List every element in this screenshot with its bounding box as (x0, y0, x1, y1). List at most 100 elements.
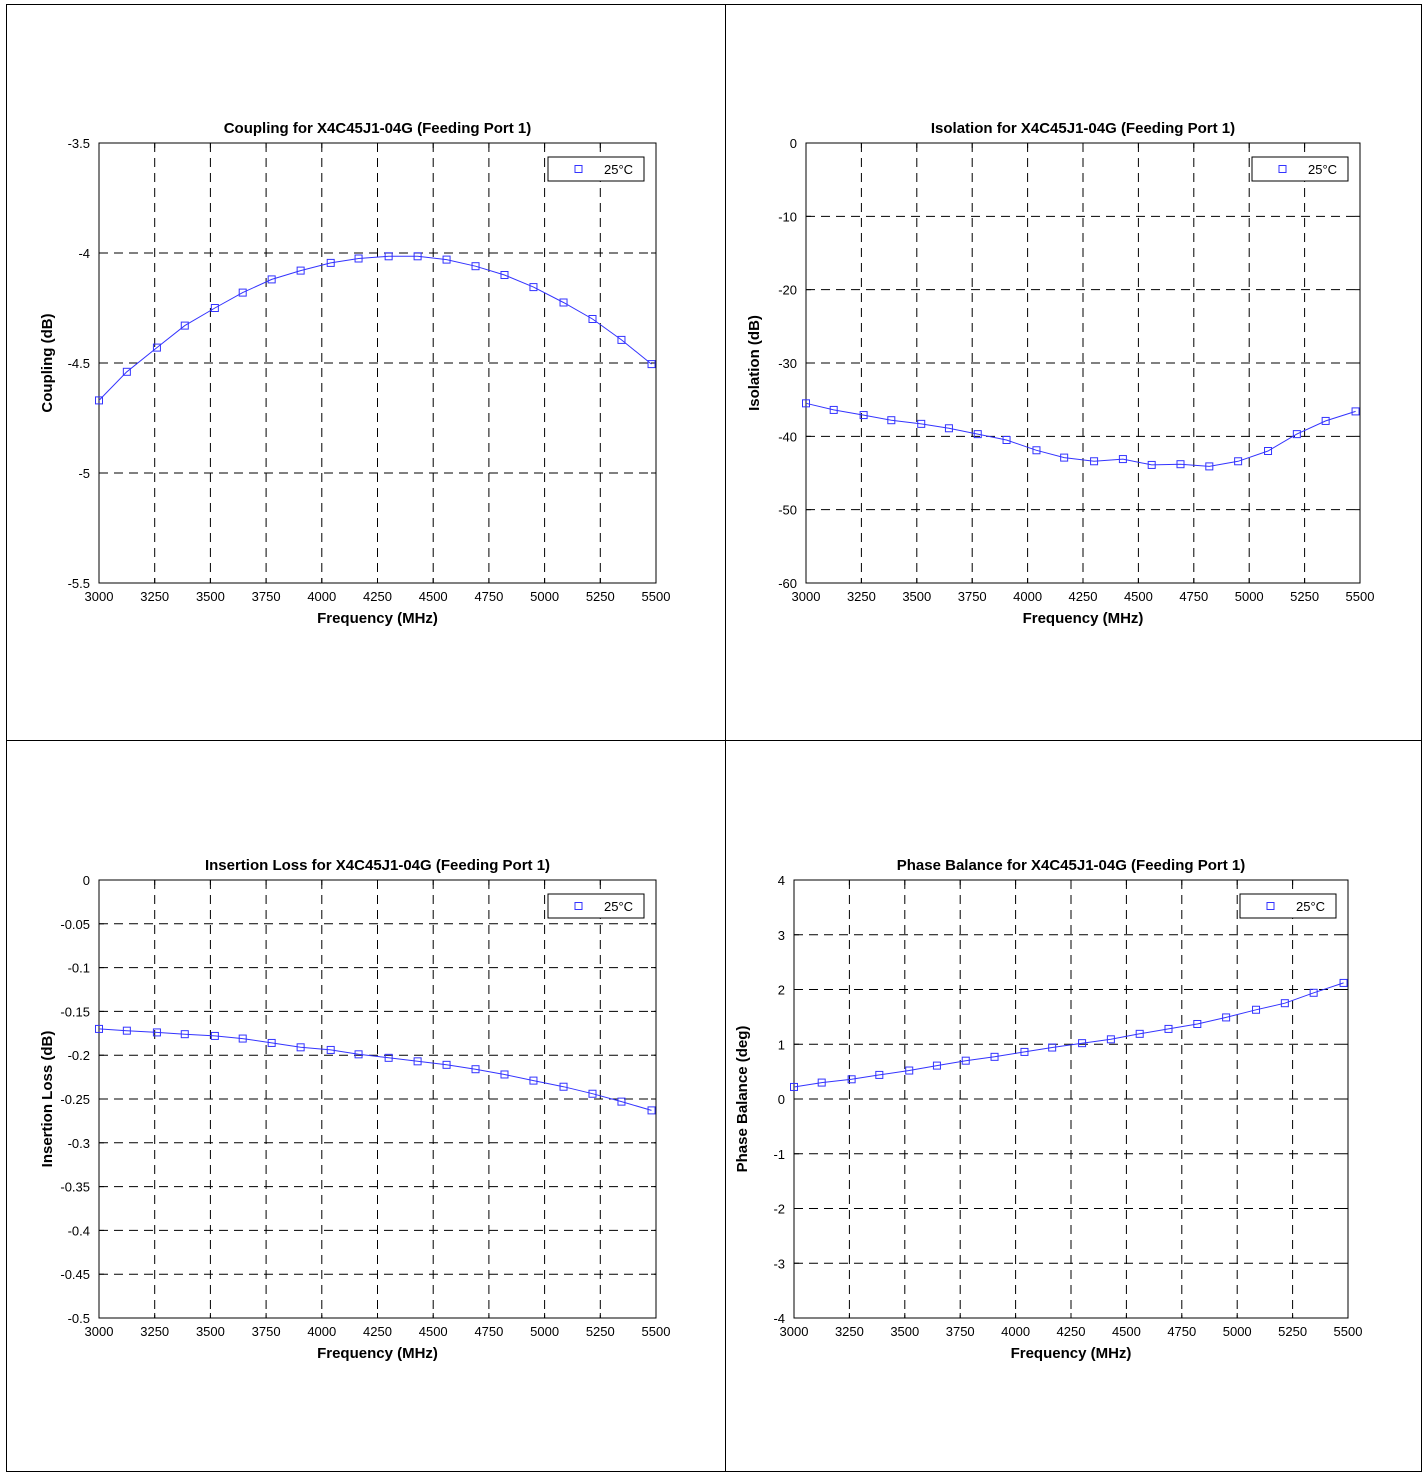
x-tick-label: 4000 (1013, 589, 1042, 604)
series-line (805, 402, 1356, 467)
x-tick-label: 5500 (1334, 1324, 1363, 1339)
y-tick-label: -4 (773, 1311, 785, 1326)
y-tick-label: -30 (778, 356, 797, 371)
x-tick-label: 4250 (363, 589, 392, 604)
chart-1: 3000 3250 3500 3750 4000 4250 4500 4750 5000 5250… (39, 120, 670, 627)
y-tick-label: -0.25 (60, 1092, 90, 1107)
chart-2: 3000 3250 3500 3750 4000 4250 4500 4750 5000 5250… (746, 120, 1374, 627)
axes-box (793, 879, 1349, 1319)
y-tick-label: 4 (778, 873, 785, 888)
data-point (384, 252, 393, 261)
legend-marker (574, 902, 583, 910)
series-line (793, 982, 1344, 1088)
axes-box (805, 142, 1361, 584)
legend-box (547, 156, 645, 182)
data-point (829, 405, 838, 414)
legend-label: 25°C (1308, 162, 1337, 177)
x-tick-label: 5000 (530, 589, 559, 604)
x-tick-label: 3250 (847, 589, 876, 604)
data-point (529, 1076, 538, 1085)
x-tick-label: 5500 (1346, 589, 1375, 604)
x-tick-label: 4250 (1057, 1324, 1086, 1339)
chart-3: 3000 3250 3500 3750 4000 4250 4500 4750 5000 5250… (39, 857, 670, 1362)
data-point (973, 430, 982, 439)
y-tick-label: -0.5 (68, 1311, 90, 1326)
data-point (990, 1052, 999, 1061)
data-point (354, 254, 363, 263)
y-tick-label: -60 (778, 576, 797, 591)
data-point (1205, 462, 1214, 471)
y-tick-label: -40 (778, 429, 797, 444)
chart-title: Coupling for X4C45J1-04G (Feeding Port 1… (224, 120, 532, 137)
legend-marker (574, 165, 583, 173)
x-tick-label: 4500 (1112, 1324, 1141, 1339)
y-tick-label: -5.5 (68, 576, 90, 591)
data-point (559, 1082, 568, 1091)
chart-title: Isolation for X4C45J1-04G (Feeding Port … (931, 120, 1235, 137)
data-point (1339, 978, 1348, 987)
legend-label: 25°C (1296, 899, 1325, 914)
x-tick-label: 3000 (780, 1324, 809, 1339)
chart-4: 3000 3250 3500 3750 4000 4250 4500 4750 5000 5250… (734, 857, 1362, 1362)
x-tick-label: 4000 (307, 589, 336, 604)
y-axis-label: Insertion Loss (dB) (39, 1031, 56, 1168)
data-point (122, 1026, 131, 1035)
series-line (98, 1028, 652, 1111)
x-tick-label: 5000 (1223, 1324, 1252, 1339)
y-tick-label: -0.05 (60, 917, 90, 932)
y-tick-label: -0.2 (68, 1048, 90, 1063)
data-point (559, 298, 568, 307)
data-point (588, 315, 597, 323)
data-point (1321, 416, 1330, 425)
data-point (210, 304, 219, 312)
y-tick-label: -5 (78, 466, 90, 481)
x-tick-label: 4250 (363, 1324, 392, 1339)
data-point (917, 419, 926, 428)
data-point (471, 1065, 480, 1074)
x-tick-label: 3750 (958, 589, 987, 604)
legend-box (1239, 893, 1337, 919)
y-tick-label: -0.3 (68, 1136, 90, 1151)
x-tick-label: 4250 (1069, 589, 1098, 604)
data-point (1090, 457, 1099, 466)
x-tick-label: 4000 (307, 1324, 336, 1339)
data-point (1020, 1047, 1029, 1056)
data-point (875, 1070, 884, 1079)
data-point (1264, 447, 1273, 455)
data-point (180, 321, 189, 330)
y-tick-label: -0.35 (60, 1180, 90, 1195)
y-tick-label: -3.5 (68, 136, 90, 151)
axes-box (98, 142, 657, 584)
data-point (1002, 436, 1011, 444)
data-point (471, 262, 480, 271)
data-point (1193, 1019, 1202, 1028)
x-tick-label: 4500 (1124, 589, 1153, 604)
legend-box (547, 893, 645, 919)
y-tick-label: -2 (773, 1202, 785, 1217)
data-point (1252, 1005, 1261, 1014)
data-point (1164, 1024, 1173, 1033)
y-tick-label: 1 (778, 1037, 785, 1052)
data-point (859, 411, 868, 420)
y-axis-label: Coupling (dB) (39, 313, 56, 412)
data-point (847, 1075, 856, 1084)
chart-title: Phase Balance for X4C45J1-04G (Feeding P… (897, 857, 1245, 874)
data-point (1048, 1043, 1057, 1052)
data-point (961, 1056, 970, 1065)
x-tick-label: 4000 (1001, 1324, 1030, 1339)
x-tick-label: 3500 (902, 589, 931, 604)
data-point (1222, 1013, 1231, 1022)
data-point (1078, 1039, 1087, 1048)
data-point (588, 1089, 597, 1098)
data-point (617, 335, 626, 344)
data-point (296, 266, 305, 275)
y-axis-label: Isolation (dB) (746, 315, 763, 411)
legend-box (1251, 156, 1349, 182)
data-point (95, 1024, 103, 1033)
x-tick-label: 3750 (252, 589, 281, 604)
y-tick-label: 0 (83, 873, 90, 888)
data-point (1147, 460, 1156, 469)
y-axis-label: Phase Balance (deg) (734, 1026, 751, 1173)
y-tick-label: -0.15 (60, 1004, 90, 1019)
